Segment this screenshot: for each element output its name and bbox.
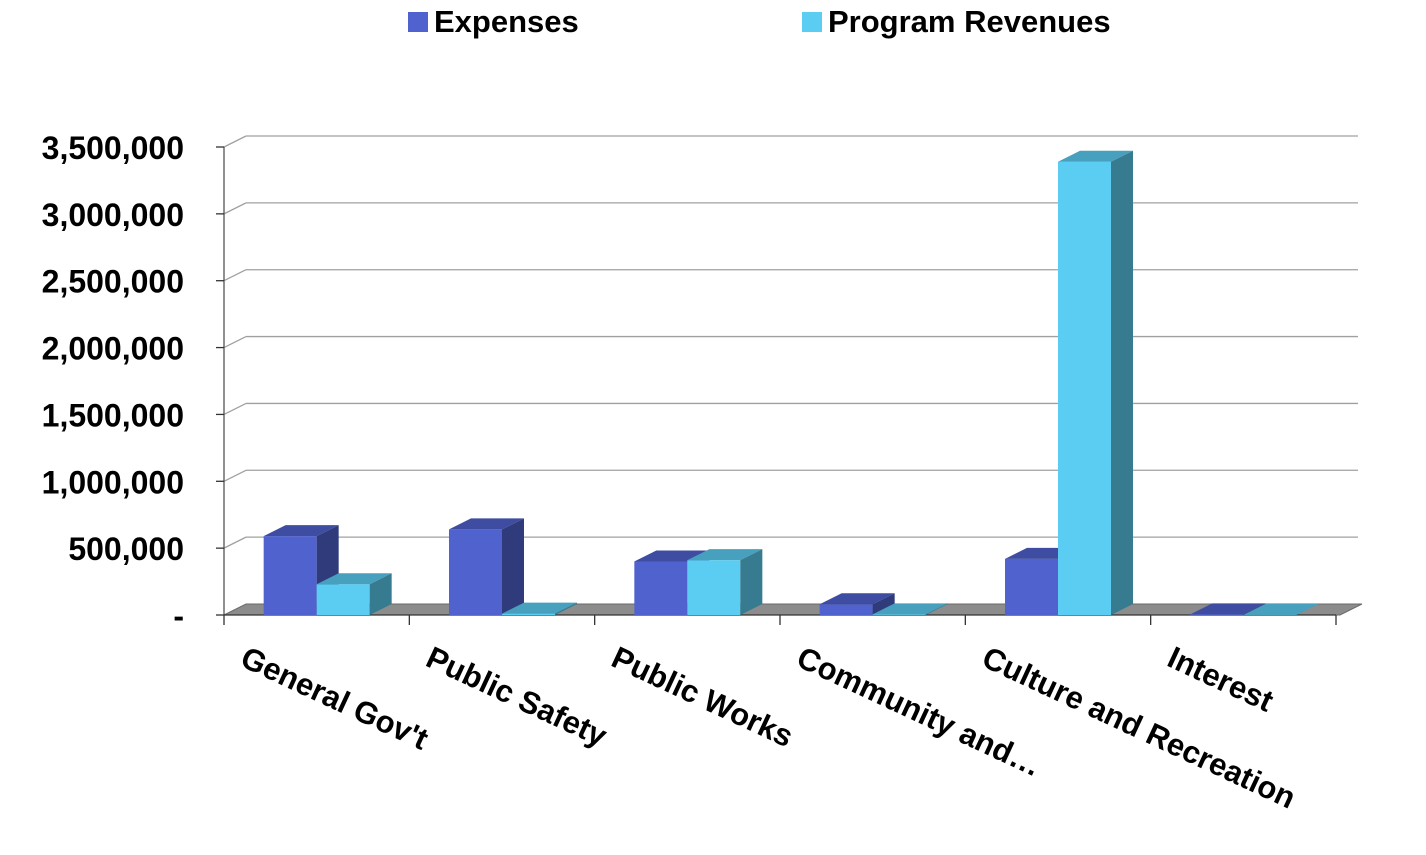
bar-top [819, 593, 895, 605]
x-tick-label: Public Works [606, 640, 798, 754]
bar-expenses-public-safety [449, 518, 524, 615]
legend-swatch-expenses [408, 12, 428, 32]
bar-side [1111, 150, 1133, 616]
gridline-side [223, 469, 247, 482]
bar-top [449, 518, 524, 530]
x-tick-label: Interest [1162, 640, 1278, 719]
y-tick-label: - [173, 598, 184, 634]
bar-front [687, 560, 741, 615]
bar-top [502, 602, 577, 614]
bar-top [872, 603, 948, 615]
y-tick-label: 3,500,000 [42, 130, 184, 166]
bar-front [1005, 558, 1058, 615]
gridlines [223, 135, 1358, 549]
x-tick-label: Culture and Recreation [977, 640, 1301, 816]
bar-side [502, 518, 524, 615]
bar-program-revenues-public-safety [502, 602, 577, 615]
bar-side [872, 593, 895, 615]
bar-top [687, 549, 763, 561]
y-tick-label: 2,000,000 [42, 331, 184, 367]
y-tick-label: 500,000 [68, 531, 184, 567]
bar-program-revenues-community-and [872, 603, 948, 615]
chart-legend: Expenses Program Revenues [0, 4, 1426, 44]
bar-front [1190, 614, 1244, 615]
bar-program-revenues-culture-and-recreation [1058, 150, 1133, 616]
bar-front [316, 584, 370, 615]
bar-program-revenues-general-gov-t [316, 573, 392, 615]
bar-side [740, 549, 763, 615]
bar-front [263, 536, 317, 615]
legend-swatch-program-revenues [802, 12, 822, 32]
gridline-side [223, 536, 247, 549]
legend-label-program-revenues: Program Revenues [828, 4, 1111, 39]
legend-label-expenses: Expenses [434, 4, 579, 39]
chart-floor [223, 603, 1363, 616]
bars [263, 150, 1319, 616]
bar-expenses-community-and [819, 593, 895, 615]
bar-front [1058, 161, 1111, 616]
bar-top [1058, 150, 1133, 162]
gridline-side [223, 135, 247, 148]
bar-program-revenues-public-works [687, 549, 763, 615]
y-tick-label: 1,500,000 [42, 397, 184, 433]
bar-top [316, 573, 392, 585]
legend-item-program-revenues: Program Revenues [802, 4, 1111, 40]
bar-top [1190, 603, 1266, 615]
bar-front [502, 613, 555, 615]
y-axis: - 500,000 1,000,000 1,500,000 2,000,000 2,500… [42, 130, 224, 634]
x-tick-label: Public Safety [421, 640, 613, 754]
bar-program-revenues-interest [1243, 604, 1319, 615]
bar-expenses-interest [1190, 603, 1266, 615]
bar-top [263, 525, 339, 537]
bar-front [634, 561, 688, 615]
gridline-side [223, 202, 247, 215]
bar-front [819, 604, 873, 615]
bar-front [872, 614, 926, 615]
gridline-side [223, 402, 247, 416]
bar-top [1243, 604, 1319, 615]
gridline-side [223, 335, 247, 349]
x-tick-label: General Gov't [236, 640, 434, 757]
bar-side [369, 573, 392, 615]
bar-side [925, 603, 948, 615]
y-tick-label: 2,500,000 [42, 264, 184, 300]
bar-side [1243, 603, 1266, 615]
bar-front [449, 529, 502, 615]
legend-item-expenses: Expenses [408, 4, 579, 40]
gridline-side [223, 269, 247, 282]
bar-side [555, 602, 577, 615]
y-tick-label: 1,000,000 [42, 464, 184, 500]
y-tick-label: 3,000,000 [42, 197, 184, 233]
